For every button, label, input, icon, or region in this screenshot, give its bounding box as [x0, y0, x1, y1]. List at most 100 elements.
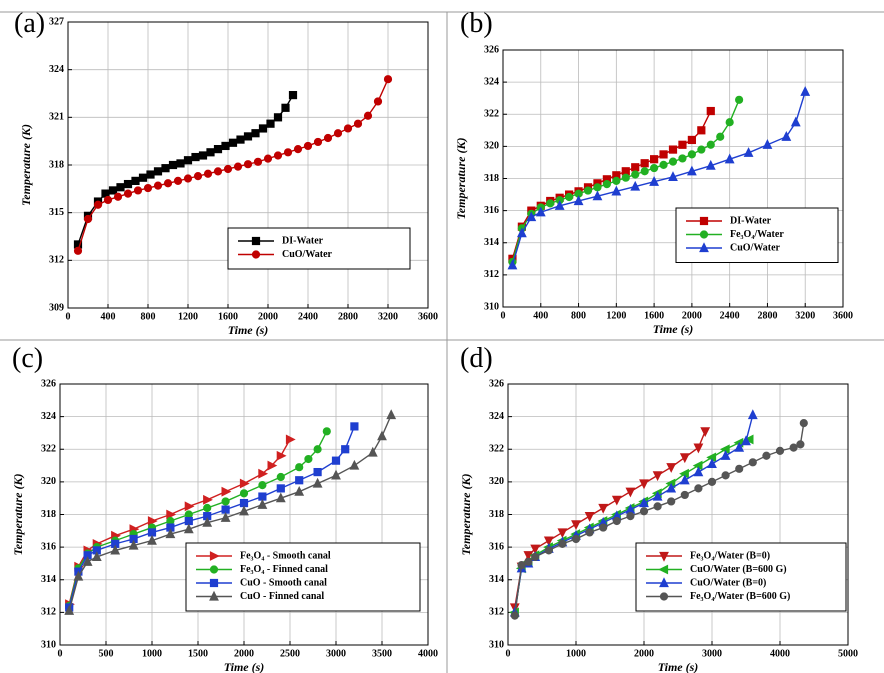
- marker: [517, 560, 526, 570]
- x-axis-label: Time (s): [653, 322, 694, 336]
- y-tick-label: 316: [484, 205, 499, 216]
- marker: [123, 189, 133, 198]
- x-tick-label: 3600: [418, 311, 438, 322]
- marker: [639, 497, 649, 508]
- marker: [699, 230, 709, 239]
- marker: [735, 464, 744, 473]
- marker: [276, 484, 285, 493]
- legend-box: [635, 542, 847, 612]
- marker: [721, 471, 730, 480]
- marker: [599, 523, 608, 532]
- marker: [526, 211, 537, 222]
- marker: [146, 170, 155, 179]
- marker: [373, 97, 383, 106]
- y-tick-label: 322: [489, 444, 504, 455]
- marker: [650, 155, 659, 164]
- marker: [209, 590, 219, 601]
- legend-label: Fe₃O₄/Water (B=600 G): [690, 591, 790, 602]
- marker: [193, 172, 203, 181]
- marker: [762, 139, 773, 149]
- marker: [720, 450, 731, 460]
- marker: [584, 512, 595, 522]
- marker: [293, 145, 303, 154]
- marker: [312, 477, 323, 488]
- marker: [678, 140, 687, 149]
- x-axis-label: Time (s): [228, 323, 269, 337]
- y-tick-label: 326: [484, 44, 499, 55]
- marker: [223, 164, 233, 174]
- marker: [294, 485, 305, 496]
- x-tick-label: 2000: [234, 648, 254, 659]
- marker: [700, 427, 711, 438]
- marker: [251, 129, 260, 138]
- x-tick-label: 2800: [757, 310, 777, 321]
- marker: [147, 516, 158, 526]
- marker: [91, 551, 102, 562]
- marker: [110, 544, 121, 555]
- marker: [363, 111, 373, 120]
- marker: [693, 466, 704, 477]
- x-tick-label: 0: [501, 310, 506, 321]
- marker: [83, 214, 93, 224]
- y-axis-label: Temperature (K): [19, 124, 33, 206]
- marker: [598, 503, 609, 514]
- marker: [82, 556, 93, 566]
- legend-label: Fe₃O₄/Water (B=0): [690, 550, 770, 561]
- x-tick-label: 2000: [258, 311, 278, 322]
- series-line: [68, 439, 291, 605]
- x-tick-label: 1200: [606, 310, 626, 321]
- marker: [666, 482, 677, 493]
- marker: [343, 124, 353, 133]
- marker: [322, 427, 331, 436]
- marker: [687, 135, 696, 145]
- x-tick-label: 800: [571, 310, 586, 321]
- marker: [686, 165, 697, 176]
- marker: [203, 169, 213, 178]
- marker: [333, 129, 343, 138]
- marker: [123, 179, 133, 189]
- marker: [748, 458, 757, 467]
- marker: [649, 175, 660, 186]
- marker: [668, 171, 678, 181]
- marker: [303, 141, 313, 151]
- marker: [206, 148, 215, 157]
- marker: [639, 507, 649, 516]
- y-axis-label: Temperature (K): [454, 138, 468, 220]
- marker: [143, 183, 153, 193]
- chart-panel: (b) 310 312 314 316 318 320 322 324 326 0 400 800 120…: [454, 8, 853, 336]
- marker: [184, 501, 195, 512]
- legend-label: CuO/Water: [282, 249, 333, 260]
- marker: [239, 478, 250, 489]
- marker: [725, 118, 734, 127]
- marker: [103, 195, 113, 205]
- legend-box: [227, 227, 411, 270]
- marker: [611, 495, 622, 506]
- panel-label: (c): [12, 343, 43, 374]
- y-tick-label: 310: [484, 301, 499, 312]
- marker: [531, 552, 540, 562]
- marker: [668, 145, 678, 154]
- marker: [775, 446, 785, 455]
- y-tick-label: 314: [484, 237, 499, 248]
- marker: [679, 474, 690, 485]
- x-tick-label: 0: [506, 648, 511, 659]
- marker: [625, 487, 636, 498]
- y-tick-label: 309: [49, 302, 64, 313]
- y-tick-label: 318: [484, 173, 499, 184]
- x-tick-label: 4000: [770, 648, 790, 659]
- y-tick-label: 324: [489, 411, 504, 422]
- x-tick-label: 0: [66, 311, 71, 322]
- marker: [658, 564, 669, 575]
- chart-panel: (a) 309 312 315 318 321 324 327 0 400 800 1200 1600 2…: [14, 8, 438, 337]
- marker: [108, 186, 118, 195]
- marker: [565, 192, 574, 202]
- y-tick-label: 326: [489, 378, 504, 389]
- marker: [626, 512, 635, 521]
- marker: [557, 528, 568, 539]
- marker: [213, 145, 223, 154]
- marker: [253, 157, 263, 166]
- marker: [507, 259, 518, 270]
- marker: [183, 174, 193, 183]
- marker: [543, 536, 554, 547]
